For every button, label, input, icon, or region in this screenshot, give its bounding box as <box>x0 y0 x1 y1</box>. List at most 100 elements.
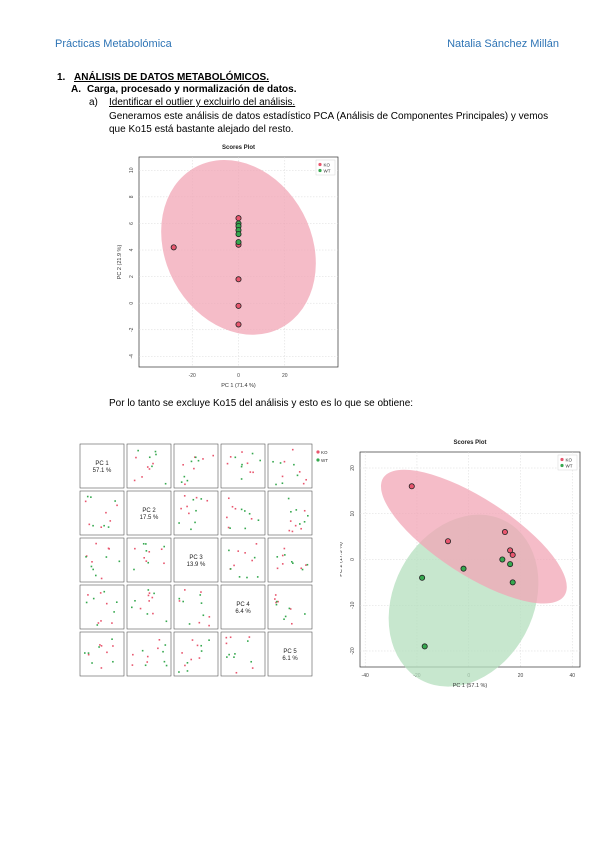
wt-point <box>257 519 260 522</box>
wt-point <box>188 623 191 625</box>
legend-label-ko: KO <box>324 162 331 167</box>
chart-title: Scores Plot <box>453 440 486 446</box>
paragraph-1: Generamos este análisis de datos estadís… <box>109 111 549 135</box>
x-axis-label: PC 1 (71.4 %) <box>221 383 256 389</box>
ko-point <box>195 496 198 499</box>
ko-point <box>131 664 134 666</box>
wt-point <box>293 463 295 466</box>
y-tick-label: 8 <box>129 195 135 198</box>
wt-point <box>276 556 279 558</box>
ko-point <box>194 456 196 458</box>
matrix-cell <box>126 631 172 677</box>
wt-point <box>164 482 167 485</box>
wt-point <box>283 618 285 621</box>
wt-point <box>144 664 147 667</box>
ko-point <box>298 471 301 473</box>
wt-point <box>202 614 205 617</box>
section-title: ANÁLISIS DE DATOS METABOLÓMICOS. <box>74 72 270 83</box>
diagonal-label: PC 5 <box>283 649 297 655</box>
wt-point <box>178 597 181 600</box>
wt-point <box>296 474 299 477</box>
legend-marker-ko <box>318 162 322 167</box>
ko-point <box>225 636 228 639</box>
ko-point <box>152 612 154 615</box>
wt-point <box>235 231 242 238</box>
ko-point <box>133 479 136 482</box>
x-tick-label: 20 <box>282 373 288 379</box>
legend-marker-wt <box>318 168 322 173</box>
ko-point <box>188 512 190 515</box>
ko-point <box>507 547 514 554</box>
ko-point <box>509 551 516 558</box>
wt-point <box>182 600 184 603</box>
wt-point <box>133 568 135 571</box>
ko-point <box>255 543 258 545</box>
wt-point <box>200 650 203 652</box>
ko-point <box>196 644 199 647</box>
ko-point <box>289 520 292 522</box>
ko-point <box>277 600 279 603</box>
matrix-cell <box>79 443 125 489</box>
ko-point <box>158 639 161 641</box>
item-letter: a) <box>89 97 98 108</box>
wt-point <box>146 613 149 615</box>
wt-point <box>226 656 228 658</box>
ko-point <box>109 520 112 522</box>
wt-point <box>85 601 88 604</box>
matrix-cell <box>220 443 266 489</box>
wt-point <box>275 603 278 606</box>
wt-point <box>178 671 180 673</box>
wt-point <box>134 599 136 602</box>
wt-point <box>200 498 203 500</box>
diagonal-label: PC 2 <box>142 508 156 514</box>
wt-point <box>178 522 180 524</box>
wt-point <box>200 644 203 647</box>
matrix-cell <box>220 537 266 583</box>
ko-point <box>274 594 277 596</box>
x-tick-label: 0 <box>237 373 240 379</box>
wt-point <box>186 662 189 664</box>
wt-point <box>250 660 253 663</box>
wt-point <box>251 452 254 455</box>
wt-point <box>419 574 426 581</box>
y-tick-label: 10 <box>350 511 356 517</box>
wt-point <box>246 640 249 642</box>
wt-point <box>94 574 97 577</box>
diagonal-label: 6.4 % <box>235 609 251 615</box>
diagonal-label: PC 3 <box>189 555 203 561</box>
wt-point <box>190 528 192 531</box>
wt-point <box>200 602 203 604</box>
diagonal-label: 6.1 % <box>282 656 298 662</box>
wt-point <box>92 524 94 527</box>
ko-point <box>99 592 102 594</box>
legend-marker-ko <box>316 450 320 454</box>
wt-point <box>499 556 506 563</box>
ko-point <box>160 548 163 551</box>
ko-point <box>275 601 277 604</box>
ko-point <box>231 505 234 508</box>
ko-point <box>208 616 211 618</box>
wt-point <box>92 568 94 571</box>
ko-point <box>184 483 186 486</box>
section-number: 1. <box>57 72 66 83</box>
wt-point <box>421 643 428 650</box>
header-right: Natalia Sánchez Millán <box>447 38 559 50</box>
x-tick-label: 20 <box>518 673 524 679</box>
wt-point <box>292 562 294 565</box>
legend-marker-ko <box>560 457 564 462</box>
wt-point <box>276 600 278 603</box>
matrix-cell <box>173 631 219 677</box>
ko-point <box>183 495 186 497</box>
matrix-cell <box>220 490 266 536</box>
ko-point <box>178 600 181 602</box>
matrix-cell <box>267 631 313 677</box>
ko-point <box>291 530 294 533</box>
scatter-matrix: PC 157.1 % PC 217.5 % PC 313.9 % PC 46.4 % P… <box>79 443 328 677</box>
ko-point <box>289 608 292 610</box>
ko-point <box>283 460 286 463</box>
x-axis-label: PC 1 (57.1 %) <box>453 683 488 689</box>
ko-point <box>151 596 154 599</box>
section-heading: 1. ANÁLISIS DE DATOS METABOLÓMICOS. <box>57 72 269 83</box>
ko-point <box>229 636 232 639</box>
